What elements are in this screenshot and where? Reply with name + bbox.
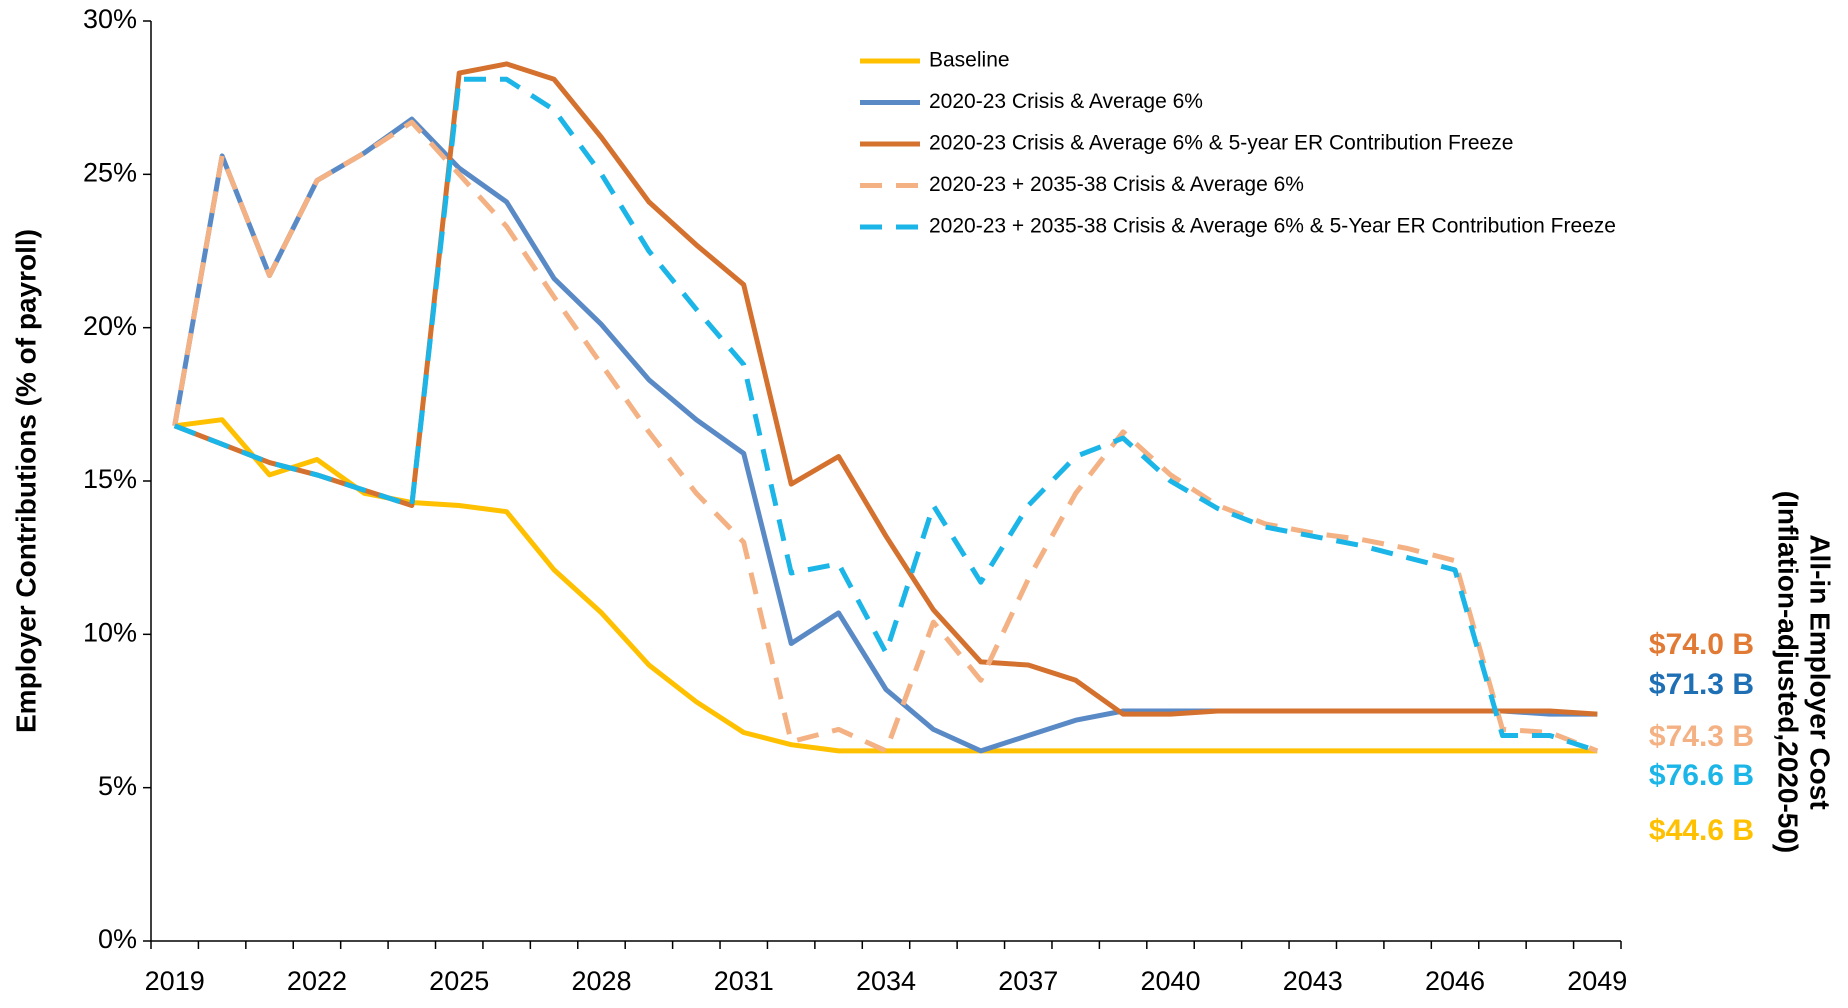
annotation: $71.3 B <box>1649 668 1754 701</box>
x-tick-label: 2028 <box>571 966 631 996</box>
annotation: $44.6 B <box>1649 814 1754 847</box>
legend-label: 2020-23 Crisis & Average 6% & 5-year ER … <box>929 132 1513 155</box>
x-tick-label: 2034 <box>856 966 916 996</box>
x-tick-label: 2040 <box>1140 966 1200 996</box>
y-tick-label: 25% <box>83 157 137 187</box>
legend-label: 2020-23 + 2035-38 Crisis & Average 6% <box>929 173 1304 196</box>
series-line <box>173 61 1598 717</box>
x-tick-label: 2025 <box>429 966 489 996</box>
x-tick-label: 2019 <box>145 966 205 996</box>
right-title: All-in Employer Cost <box>1805 534 1836 809</box>
legend-label: 2020-23 Crisis & Average 6% <box>929 90 1203 113</box>
y-tick-label: 20% <box>83 311 137 341</box>
y-tick-label: 15% <box>83 464 137 494</box>
y-tick-label: 0% <box>98 924 137 954</box>
y-tick-label: 30% <box>83 4 137 34</box>
series-line <box>173 76 1599 754</box>
x-tick-label: 2049 <box>1567 966 1627 996</box>
x-tick-label: 2046 <box>1425 966 1485 996</box>
series-line <box>174 417 1598 754</box>
annotation: $74.3 B <box>1649 720 1754 753</box>
right-title: (Inflation-adjusted,2020-50) <box>1773 491 1804 854</box>
legend-label: 2020-23 + 2035-38 Crisis & Average 6% & … <box>929 215 1616 238</box>
x-tick-label: 2043 <box>1283 966 1343 996</box>
annotation: $74.0 B <box>1649 628 1754 661</box>
y-tick-label: 10% <box>83 617 137 647</box>
annotation: $76.6 B <box>1649 759 1754 792</box>
y-axis-title: Employer Contributions (% of payroll) <box>10 229 41 733</box>
series-line <box>172 119 1599 754</box>
x-tick-label: 2031 <box>714 966 774 996</box>
y-tick-label: 5% <box>98 771 137 801</box>
x-tick-label: 2037 <box>998 966 1058 996</box>
x-tick-label: 2022 <box>287 966 347 996</box>
legend-label: Baseline <box>929 49 1010 72</box>
